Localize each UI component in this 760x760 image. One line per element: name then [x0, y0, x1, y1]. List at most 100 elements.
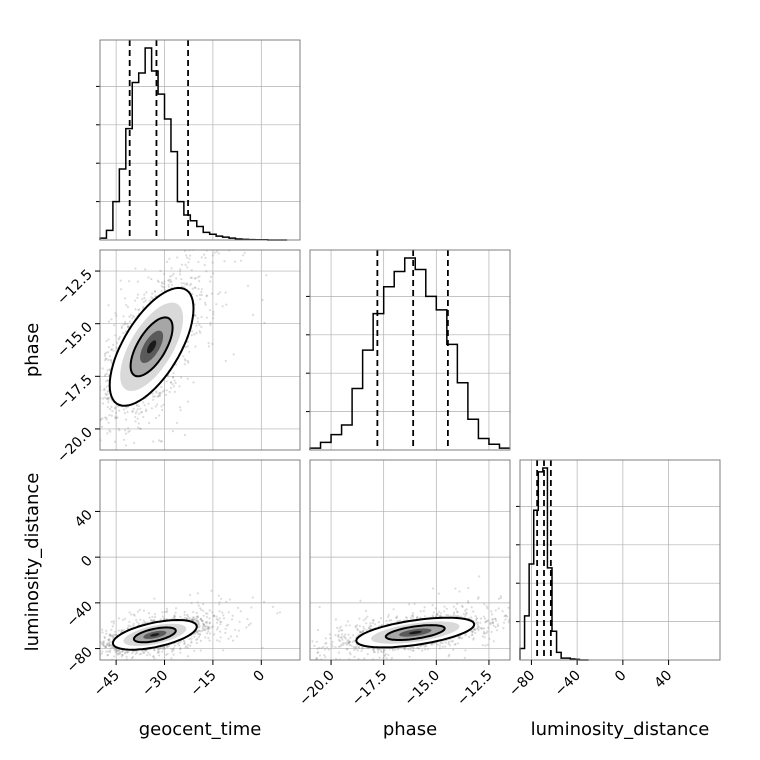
scatter-point — [199, 331, 202, 334]
scatter-point — [97, 656, 99, 658]
scatter-point — [105, 351, 108, 354]
scatter-point — [180, 376, 183, 379]
scatter-point — [218, 640, 221, 643]
scatter-point — [237, 629, 240, 632]
scatter-point — [172, 272, 175, 275]
scatter-point — [127, 325, 130, 328]
scatter-point — [65, 518, 67, 520]
scatter-point — [490, 630, 493, 634]
scatter-point — [136, 404, 139, 407]
scatter-point — [135, 618, 138, 622]
scatter-point — [153, 657, 156, 660]
scatter-point — [222, 649, 225, 652]
scatter-point — [225, 600, 228, 604]
scatter-point — [199, 618, 203, 621]
scatter-point — [140, 652, 143, 655]
scatter-point — [163, 610, 166, 613]
scatter-point — [116, 405, 120, 408]
scatter-point — [110, 318, 113, 321]
scatter-point — [86, 360, 88, 362]
scatter-point — [208, 627, 211, 630]
scatter-point — [127, 430, 130, 433]
scatter-point — [131, 651, 134, 655]
scatter-point — [166, 610, 169, 613]
scatter-point — [111, 635, 114, 638]
scatter-point — [156, 650, 160, 653]
scatter-point — [343, 636, 346, 639]
scatter-point — [105, 393, 108, 397]
scatter-point — [114, 417, 117, 420]
scatter-point — [205, 632, 209, 635]
scatter-point — [163, 286, 166, 289]
scatter-point — [107, 351, 110, 354]
scatter-point — [419, 616, 422, 619]
scatter-point — [92, 647, 94, 649]
scatter-point — [208, 639, 211, 642]
scatter-point — [497, 624, 500, 628]
scatter-point — [51, 677, 53, 679]
scatter-point — [152, 655, 155, 658]
scatter-point — [119, 651, 122, 654]
scatter-point — [200, 288, 203, 291]
scatter-point — [197, 623, 200, 626]
scatter-point — [373, 663, 375, 665]
scatter-point — [138, 653, 141, 656]
scatter-point — [133, 441, 136, 444]
scatter-point — [188, 637, 191, 641]
hist-panel-geocent-time — [96, 40, 300, 241]
scatter-point — [184, 263, 187, 266]
scatter-point — [159, 647, 162, 650]
scatter-point — [100, 425, 104, 428]
scatter-point — [149, 451, 151, 453]
scatter-point — [153, 395, 156, 398]
scatter-point — [579, 598, 581, 600]
scatter-point — [176, 256, 179, 259]
scatter-point — [126, 651, 129, 654]
scatter-point — [133, 315, 136, 319]
scatter-point — [220, 620, 223, 624]
scatter-point — [204, 625, 207, 628]
scatter-point — [130, 613, 133, 616]
scatter-point — [114, 407, 117, 410]
scatter-point — [170, 267, 173, 270]
scatter-point — [317, 651, 320, 654]
scatter-point — [123, 617, 127, 620]
scatter-point — [203, 628, 206, 631]
scatter-point — [118, 649, 121, 652]
scatter-point — [67, 633, 69, 635]
scatter-point — [134, 308, 137, 311]
scatter-point — [463, 616, 466, 619]
scatter-point — [192, 616, 195, 619]
scatter-point — [124, 322, 127, 326]
scatter-point — [240, 259, 243, 262]
scatter-point — [131, 410, 134, 413]
scatter-point — [197, 620, 200, 623]
scatter-point — [187, 643, 190, 646]
scatter-point — [179, 648, 182, 651]
scatter-point — [227, 637, 230, 640]
scatter-point — [191, 618, 194, 621]
scatter-point — [95, 644, 97, 646]
scatter-point — [209, 280, 212, 283]
scatter-point — [48, 527, 50, 529]
scatter-point — [102, 644, 105, 647]
scatter-point — [234, 260, 237, 263]
scatter-point — [167, 645, 170, 648]
scatter-point — [186, 377, 189, 380]
scatter-point — [153, 648, 156, 652]
scatter-point — [109, 633, 112, 637]
scatter-point — [432, 611, 435, 614]
scatter-point — [134, 463, 136, 465]
scatter-point — [114, 415, 117, 418]
scatter-point — [110, 405, 113, 408]
scatter-point — [383, 649, 386, 652]
scatter-point — [394, 648, 397, 651]
scatter-point — [64, 635, 66, 637]
scatter-point — [127, 427, 130, 430]
scatter-point — [213, 633, 216, 636]
scatter-point — [132, 622, 135, 626]
scatter-point — [150, 296, 153, 299]
scatter-point — [152, 618, 155, 622]
scatter-point — [197, 287, 200, 290]
scatter-point — [316, 647, 319, 650]
